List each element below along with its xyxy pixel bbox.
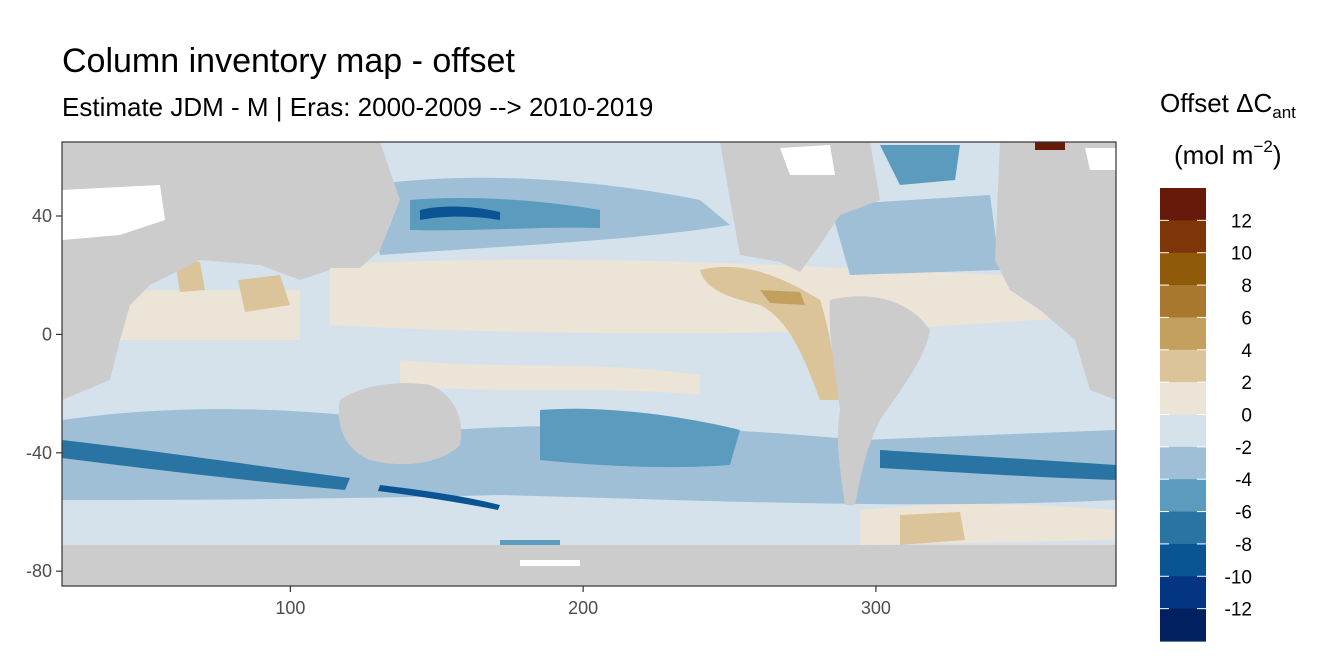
zone-neutral-pacific-south xyxy=(400,360,700,395)
legend-label: 2 xyxy=(1241,373,1252,394)
y-tick-label: -40 xyxy=(26,443,52,463)
legend-color-step xyxy=(1160,220,1206,254)
land-africa xyxy=(995,142,1116,400)
legend-label: -6 xyxy=(1235,503,1252,524)
legend-label: -12 xyxy=(1225,600,1252,621)
y-tick-label: 0 xyxy=(42,324,52,344)
chart-subtitle: Estimate JDM - M | Eras: 2000-2009 --> 2… xyxy=(62,92,654,122)
legend-color-step xyxy=(1160,446,1206,480)
zone-positive-arabian xyxy=(238,275,290,312)
legend-label: 10 xyxy=(1231,244,1252,265)
zone-negative-north-atlantic xyxy=(830,195,1000,275)
y-tick-label: 40 xyxy=(32,206,52,226)
legend-label: -2 xyxy=(1235,438,1252,459)
legend-label: -10 xyxy=(1225,567,1252,588)
legend-label: 4 xyxy=(1241,341,1252,362)
zone-positive-east-pacific xyxy=(700,266,840,400)
zone-positive-bengal xyxy=(175,262,205,292)
legend-color-step xyxy=(1160,285,1206,319)
map-layer xyxy=(62,142,1116,586)
zone-negative-acc-core xyxy=(378,485,500,510)
land-south-america xyxy=(829,296,930,505)
chart-title: Column inventory map - offset xyxy=(62,42,515,80)
zone-negative-acc-west xyxy=(62,440,350,490)
zone-neutral-equatorial xyxy=(330,259,1116,334)
missing-arctic-east xyxy=(780,145,835,175)
zone-negative-north-pacific-core xyxy=(410,198,600,231)
zone-negative-kuroshio xyxy=(420,206,500,220)
x-tick-label: 200 xyxy=(568,598,598,618)
legend-label: -8 xyxy=(1235,535,1252,556)
legend-color-step xyxy=(1160,576,1206,610)
legend-color-step xyxy=(1160,479,1206,513)
zone-positive-south-atlantic xyxy=(900,512,965,545)
zone-negative-south-pacific-core xyxy=(540,408,740,468)
zone-negative-labrador xyxy=(880,145,960,185)
legend-units: (mol m−2) xyxy=(1174,137,1282,170)
x-tick-label: 300 xyxy=(861,598,891,618)
missing-arctic-far-east xyxy=(1085,148,1116,170)
legend-color-step xyxy=(1160,317,1206,351)
legend-color-step xyxy=(1160,414,1206,448)
land-antarctica xyxy=(62,545,1116,586)
legend-color-step xyxy=(1160,252,1206,286)
legend-color-step xyxy=(1160,543,1206,577)
legend-color-step xyxy=(1160,188,1206,221)
panel-border xyxy=(61,141,1117,587)
legend-label: -4 xyxy=(1235,470,1252,491)
land-north-america xyxy=(720,142,880,272)
legend-color-step xyxy=(1160,511,1206,545)
zone-positive-tropic xyxy=(760,290,805,305)
legend-label: 0 xyxy=(1241,406,1252,427)
zone-negative-acc-east xyxy=(880,450,1116,480)
legend: Offset ΔCant (mol m−2) 12 10 8 6 4 2 0 -2 -4 -6 -8 -1… xyxy=(1160,88,1296,642)
zone-neutral-south xyxy=(860,504,1116,545)
y-tick-label: -80 xyxy=(26,561,52,581)
legend-title: Offset ΔCant xyxy=(1160,88,1296,122)
missing-data xyxy=(62,145,1116,566)
land-asia-east xyxy=(330,142,400,268)
legend-label: 6 xyxy=(1241,308,1252,329)
missing-arctic-west xyxy=(62,185,165,240)
legend-label: 12 xyxy=(1231,211,1252,232)
x-tick-label: 100 xyxy=(275,598,305,618)
legend-color-step xyxy=(1160,349,1206,383)
missing-ross-sea-edge xyxy=(520,560,580,566)
land-australia xyxy=(338,383,462,465)
hotspot-north-atlantic xyxy=(1035,142,1065,150)
legend-label: 8 xyxy=(1241,276,1252,297)
legend-color-step xyxy=(1160,382,1206,416)
legend-color-step xyxy=(1160,608,1206,642)
